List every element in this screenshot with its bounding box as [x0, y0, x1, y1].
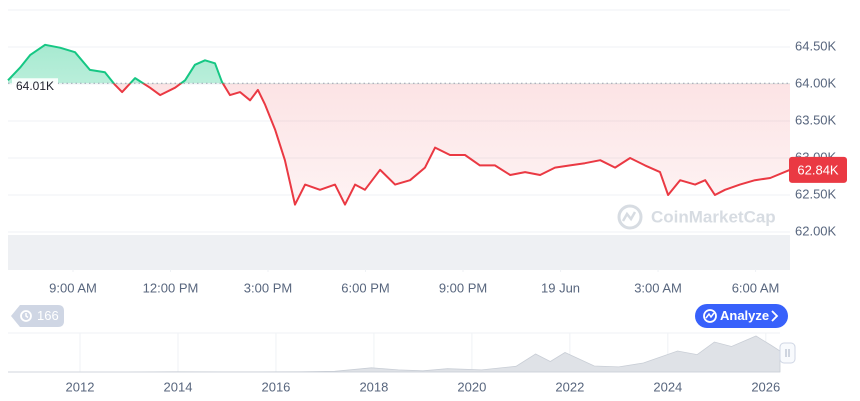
- navigator: 2012 2014 2016 2018 2020 2022 2024 2026: [8, 332, 781, 394]
- analyze-label: Analyze: [720, 308, 769, 323]
- navigator-tick-label: 2026: [751, 379, 780, 394]
- x-tick-label: 19 Jun: [541, 280, 580, 295]
- navigator-handle[interactable]: [779, 342, 796, 364]
- analyze-button[interactable]: Analyze: [695, 304, 788, 328]
- x-tick-label: 3:00 PM: [244, 280, 292, 295]
- watermark: CoinMarketCap: [617, 204, 776, 230]
- x-tick-label: 3:00 AM: [634, 280, 682, 295]
- x-tick-label: 6:00 PM: [341, 280, 389, 295]
- navigator-tick-label: 2018: [359, 379, 388, 394]
- x-tick-label: 6:00 AM: [732, 280, 780, 295]
- y-tick-label: 63.50K: [795, 112, 837, 127]
- history-icon: [20, 310, 32, 322]
- volume-band: [8, 235, 790, 270]
- navigator-tick-label: 2016: [261, 379, 290, 394]
- current-price-label: 62.84K: [797, 162, 839, 177]
- analyze-icon-line: [705, 312, 715, 319]
- navigator-tick-label: 2014: [164, 379, 193, 394]
- y-tick-label: 62.00K: [795, 223, 837, 238]
- main-plot: 62.00K62.50K63.00K63.50K64.00K64.50K9:00…: [7, 38, 847, 295]
- history-badge[interactable]: 166: [11, 305, 64, 327]
- y-tick-label: 62.50K: [795, 186, 837, 201]
- navigator-tick-label: 2012: [66, 379, 95, 394]
- history-count: 166: [37, 308, 59, 323]
- x-tick-label: 9:00 AM: [49, 280, 97, 295]
- reference-label: 64.01K: [16, 79, 54, 93]
- navigator-area: [8, 335, 781, 373]
- y-tick-label: 64.50K: [795, 38, 837, 53]
- navigator-tick-label: 2022: [555, 379, 584, 394]
- x-tick-label: 12:00 PM: [143, 280, 199, 295]
- history-icon-hand: [25, 313, 29, 319]
- watermark-text: CoinMarketCap: [651, 207, 776, 226]
- navigator-handle-bg[interactable]: [779, 342, 796, 364]
- price-line: [7, 43, 791, 206]
- x-tick-label: 9:00 PM: [439, 280, 487, 295]
- analyze-icon: [703, 309, 717, 323]
- navigator-tick-label: 2024: [653, 379, 682, 394]
- y-tick-label: 64.00K: [795, 75, 837, 90]
- current-price-badge: [789, 156, 847, 183]
- analyze-chevron: [771, 310, 779, 322]
- price-area: [8, 44, 790, 205]
- analyze-button-bg[interactable]: [695, 304, 788, 328]
- reference-label-bg: [12, 78, 58, 95]
- navigator-tick-label: 2020: [457, 379, 486, 394]
